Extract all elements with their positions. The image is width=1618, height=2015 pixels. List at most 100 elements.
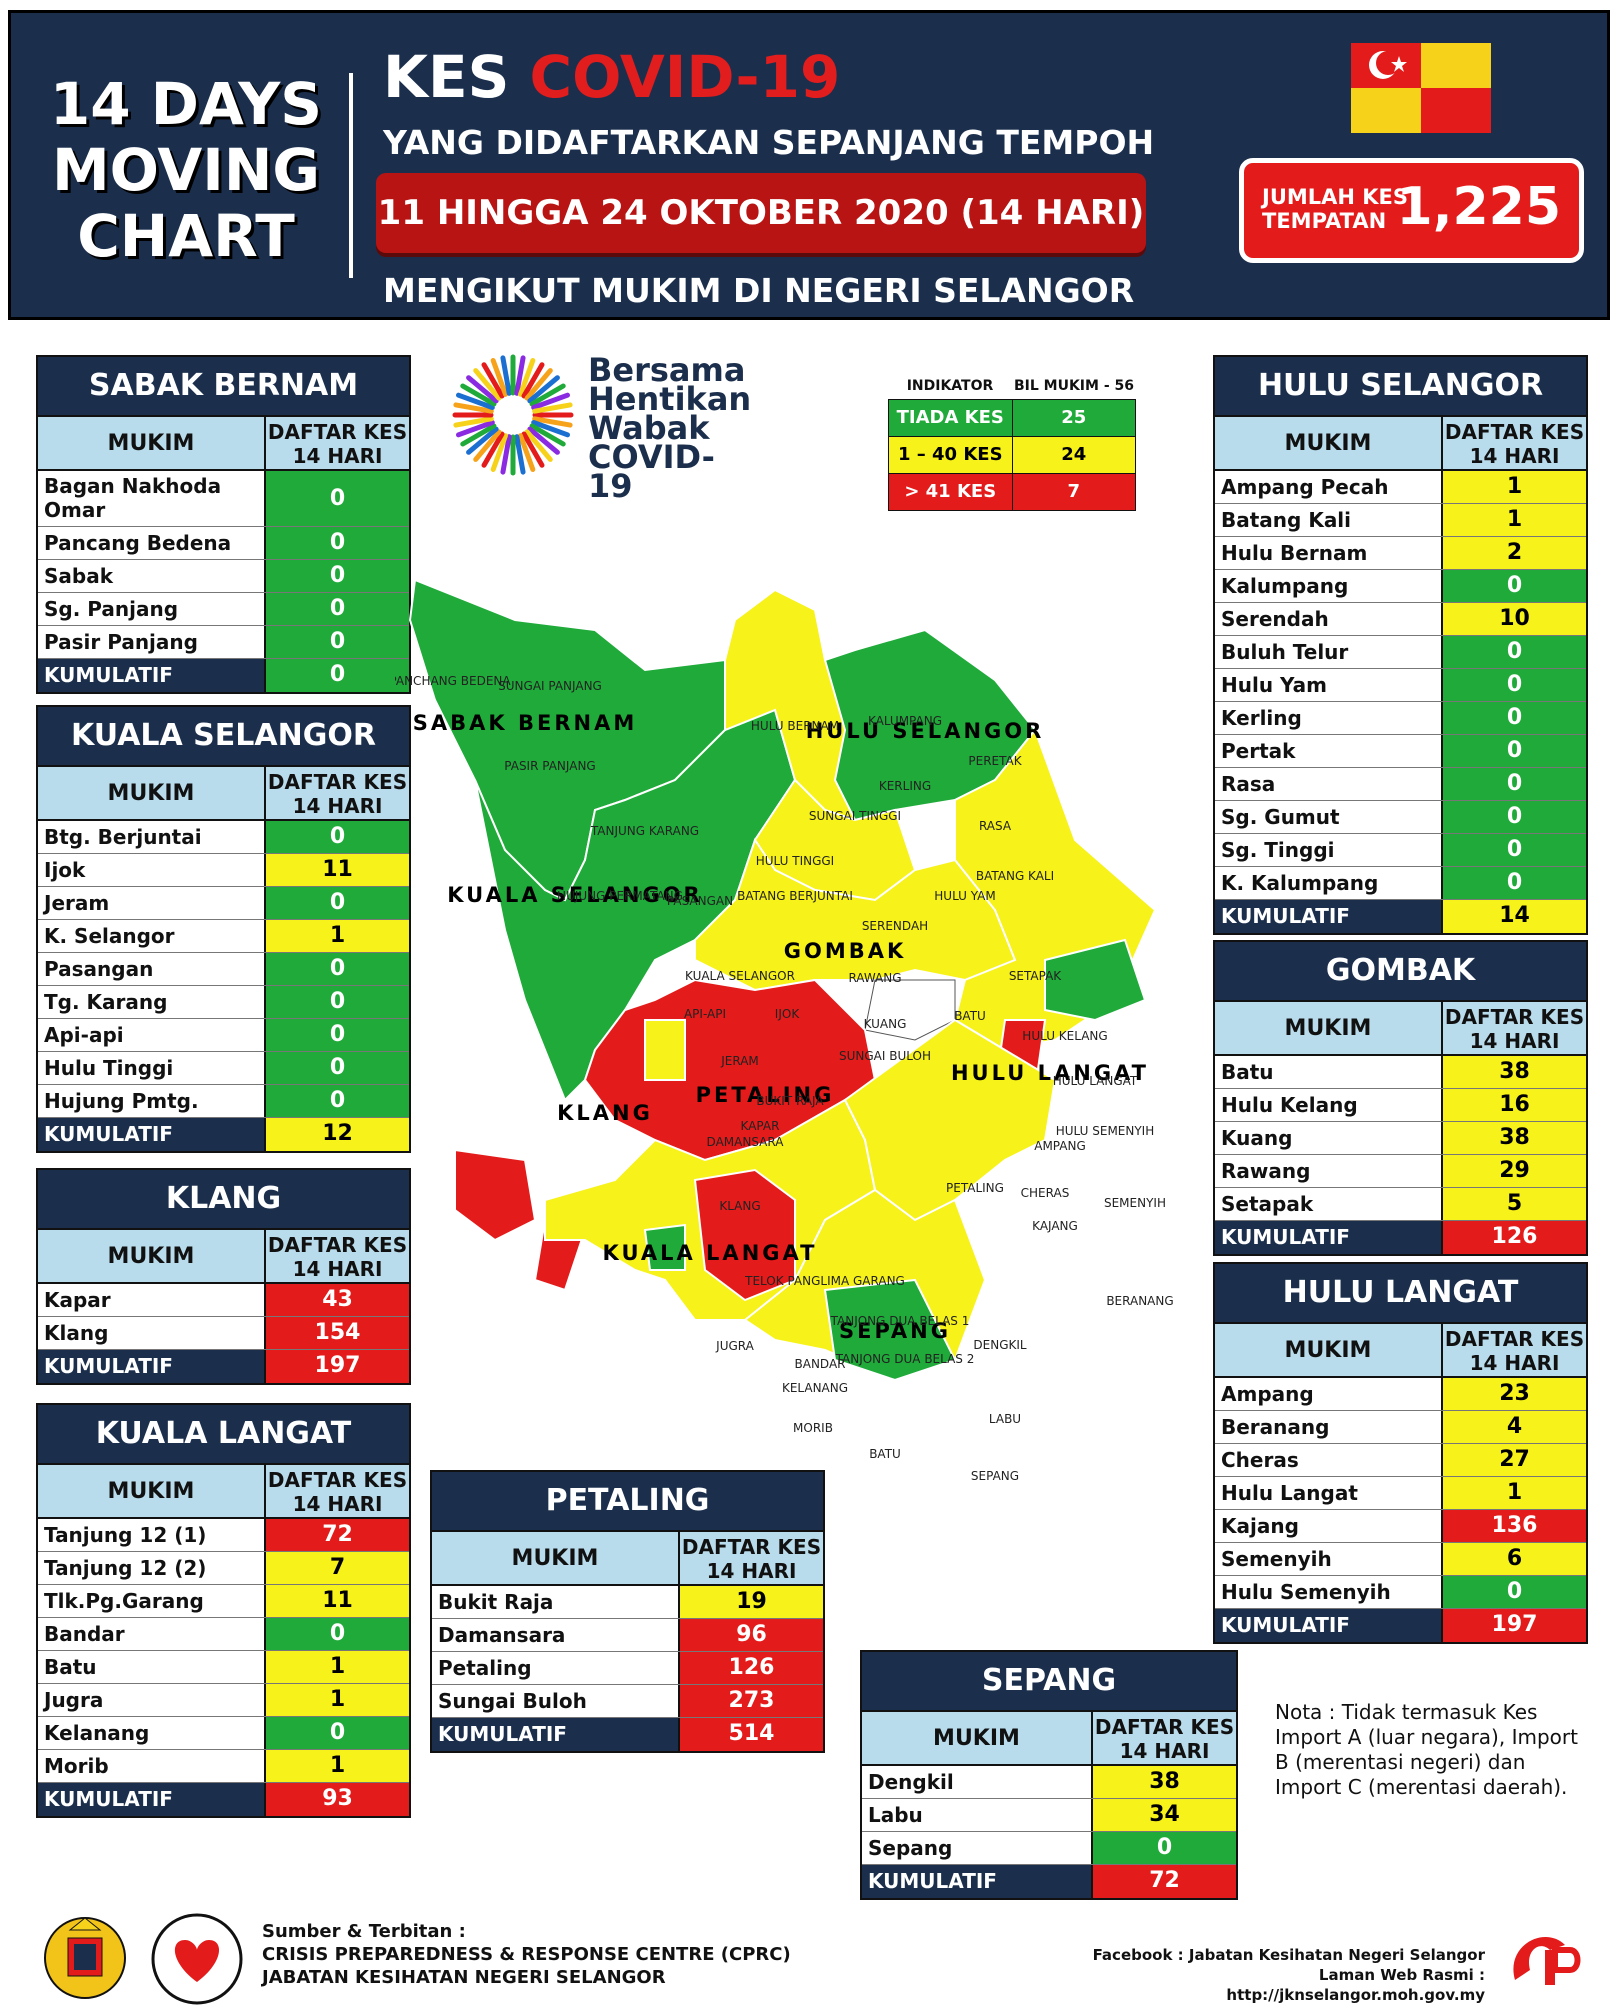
- case-count: 1: [264, 1684, 409, 1716]
- kumulatif-label: KUMULATIF: [438, 1722, 567, 1746]
- subtitle-2: MENGIKUT MUKIM DI NEGERI SELANGOR: [383, 271, 1135, 310]
- sunburst-ray: [524, 368, 553, 401]
- title-line-1: 14 DAYS: [49, 70, 323, 138]
- table-row: Batu 1: [38, 1651, 409, 1684]
- sunburst-ray: [514, 355, 526, 396]
- kumulatif-row: KUMULATIF 14: [1215, 900, 1586, 933]
- daftar-line-2: 14 HARI: [292, 1257, 383, 1281]
- daftar-line-1: DAFTAR KES: [267, 770, 408, 794]
- logo-line-1: Bersama: [588, 351, 746, 389]
- total-label-line-1: JUMLAH KES: [1262, 185, 1409, 209]
- website-link[interactable]: Laman Web Rasmi : http://jknselangor.moh…: [1226, 1966, 1485, 2004]
- kumulatif-label: KUMULATIF: [44, 1354, 173, 1378]
- daftar-line-1: DAFTAR KES: [1444, 420, 1585, 444]
- map-mukim-label: TANJUNG KARANG: [590, 824, 699, 838]
- daftar-header: DAFTAR KES 14 HARI: [678, 1532, 823, 1584]
- map-district-label: HULU SELANGOR: [806, 719, 1045, 743]
- case-count: 7: [264, 1552, 409, 1584]
- map-mukim-label: SEPANG: [971, 1469, 1019, 1483]
- mukim-header: MUKIM: [1284, 431, 1372, 456]
- table-row: K. Selangor 1: [38, 920, 409, 953]
- table-row: Sg. Panjang 0: [38, 593, 409, 626]
- table-header: MUKIM DAFTAR KES 14 HARI: [432, 1530, 823, 1586]
- daftar-header: DAFTAR KES 14 HARI: [264, 767, 409, 819]
- kumulatif-value: 93: [264, 1783, 409, 1816]
- kumulatif-label: KUMULATIF: [44, 663, 173, 687]
- table-row: Pasangan 0: [38, 953, 409, 986]
- mukim-name: Sg. Gumut: [1221, 805, 1340, 829]
- indicator-row-red: > 41 KES 7: [888, 473, 1136, 511]
- indicator-count: 7: [1011, 474, 1135, 510]
- logo-text: Bersama Hentikan Wabak COVID-19: [588, 351, 758, 505]
- mukim-name: Klang: [44, 1321, 109, 1345]
- cprc-logo-icon: [1513, 1937, 1581, 1985]
- region-hulu-semenyih: [1044, 938, 1147, 1022]
- map-district-label: HULU LANGAT: [951, 1061, 1149, 1085]
- sunburst-ray: [527, 375, 560, 404]
- map-mukim-label: BATU: [954, 1009, 986, 1023]
- mukim-name: Sepang: [868, 1836, 953, 1860]
- table-row: Dengkil 38: [862, 1766, 1236, 1799]
- map-district-label: KUALA SELANGOR: [447, 883, 702, 907]
- mukim-name: Tg. Karang: [44, 990, 168, 1014]
- table-row: Jugra 1: [38, 1684, 409, 1717]
- moving-chart-title: 14 DAYS MOVING CHART: [41, 71, 331, 269]
- daftar-header: DAFTAR KES 14 HARI: [1441, 1002, 1586, 1054]
- mukim-name: Tanjung 12 (2): [44, 1556, 207, 1580]
- subtitle-1: YANG DIDAFTARKAN SEPANJANG TEMPOH: [383, 123, 1155, 162]
- map-district-label: SABAK BERNAM: [413, 711, 637, 735]
- mukim-name: Damansara: [438, 1623, 566, 1647]
- kumulatif-row: KUMULATIF 197: [1215, 1609, 1586, 1642]
- map-mukim-label: BATANG KALI: [976, 869, 1054, 883]
- title-line-3: CHART: [77, 202, 295, 270]
- case-count: 38: [1441, 1122, 1586, 1154]
- sunburst-ray: [518, 433, 536, 473]
- district-title: HULU SELANGOR: [1215, 357, 1586, 415]
- district-title: SEPANG: [862, 1652, 1236, 1710]
- map-mukim-label: BATU: [869, 1447, 901, 1461]
- table-row: Bagan Nakhoda Omar 0: [38, 471, 409, 527]
- case-count: 0: [264, 821, 409, 853]
- sunburst-ray: [473, 429, 502, 462]
- mukim-name: Kapar: [44, 1288, 111, 1312]
- mukim-name: Semenyih: [1221, 1547, 1332, 1571]
- footer-source: Sumber & Terbitan : CRISIS PREPAREDNESS …: [262, 1920, 791, 1989]
- table-row: Hujung Pmtg. 0: [38, 1085, 409, 1118]
- mukim-name: Hulu Bernam: [1221, 541, 1368, 565]
- map-mukim-label: KUALA SELANGOR: [685, 969, 795, 983]
- table-row: Petaling 126: [432, 1652, 823, 1685]
- logo-line-4: COVID-19: [588, 438, 715, 505]
- daftar-line-2: 14 HARI: [1469, 1029, 1560, 1053]
- map-mukim-label: BERANANG: [1106, 1294, 1173, 1308]
- table-row: Kajang 136: [1215, 1510, 1586, 1543]
- mukim-name: Sungai Buloh: [438, 1689, 587, 1713]
- map-mukim-label: API-API: [684, 1007, 726, 1021]
- case-count: 0: [264, 953, 409, 985]
- facebook-link[interactable]: Facebook : Jabatan Kesihatan Negeri Sela…: [1092, 1946, 1485, 1964]
- table-row: Batang Kali 1: [1215, 504, 1586, 537]
- case-count: 0: [264, 887, 409, 919]
- region-dengkil: [843, 1018, 1057, 1222]
- note-text: Nota : Tidak termasuk Kes Import A (luar…: [1275, 1700, 1578, 1799]
- case-count: 136: [1441, 1510, 1586, 1542]
- indicator-count: 24: [1011, 437, 1135, 473]
- map-mukim-label: RAWANG: [848, 971, 901, 985]
- source-line-2: JABATAN KESIHATAN NEGERI SELANGOR: [262, 1967, 666, 1988]
- mukim-header: MUKIM: [107, 781, 195, 806]
- kumulatif-label: KUMULATIF: [1221, 1613, 1350, 1637]
- map-mukim-label: RASA: [979, 819, 1012, 833]
- map-mukim-label: KLANG: [719, 1199, 760, 1213]
- table-row: Morib 1: [38, 1750, 409, 1783]
- table-row: Hulu Semenyih 0: [1215, 1576, 1586, 1609]
- case-count: 0: [1441, 636, 1586, 668]
- kumulatif-value: 12: [264, 1118, 409, 1151]
- case-count: 154: [264, 1317, 409, 1349]
- table-petaling: PETALING MUKIM DAFTAR KES 14 HARI Bukit Raja…: [430, 1470, 825, 1753]
- sunburst-ray: [518, 357, 536, 397]
- district-title: PETALING: [432, 1472, 823, 1530]
- table-header: MUKIM DAFTAR KES 14 HARI: [1215, 1000, 1586, 1056]
- date-range-banner: 11 HINGGA 24 OKTOBER 2020 (14 HARI): [376, 173, 1146, 253]
- map-mukim-label: JUGRA: [715, 1339, 754, 1353]
- table-row: Serendah 10: [1215, 603, 1586, 636]
- map-mukim-label: KUANG: [864, 1017, 907, 1031]
